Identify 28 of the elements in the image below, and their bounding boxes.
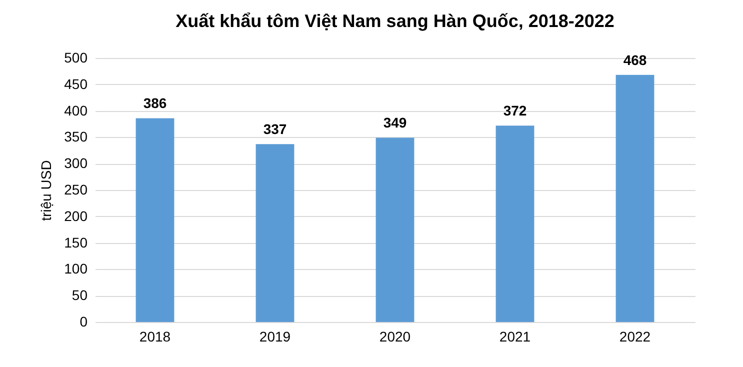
y-tick-label: 300 [64, 155, 88, 172]
data-label: 349 [383, 114, 407, 131]
data-label: 372 [503, 102, 527, 119]
y-tick-label: 350 [64, 128, 88, 145]
y-tick-label: 100 [64, 260, 88, 277]
y-tick-label: 500 [64, 50, 88, 66]
y-tick-label: 50 [72, 287, 88, 304]
x-tick-label: 2022 [619, 328, 651, 344]
chart-title: Xuất khẩu tôm Việt Nam sang Hàn Quốc, 2018-2022 [176, 11, 614, 31]
y-tick-label: 450 [64, 76, 88, 92]
data-label: 337 [263, 121, 287, 138]
data-label: 468 [623, 52, 647, 68]
y-axis-title: triệu USD [38, 160, 54, 221]
x-tick-label: 2020 [379, 328, 411, 344]
y-tick-label: 200 [64, 208, 88, 224]
x-tick-label: 2019 [259, 328, 291, 344]
data-label: 386 [143, 95, 167, 112]
bar [616, 74, 654, 322]
x-tick-label: 2018 [139, 328, 171, 344]
bar [496, 126, 534, 322]
y-tick-label: 400 [64, 102, 88, 118]
y-tick-label: 0 [80, 314, 88, 330]
y-tick-label: 250 [64, 182, 88, 198]
bar [256, 144, 294, 322]
y-tick-label: 150 [64, 234, 88, 250]
bar [376, 138, 414, 322]
x-tick-label: 2021 [499, 328, 531, 344]
bar [136, 118, 174, 322]
